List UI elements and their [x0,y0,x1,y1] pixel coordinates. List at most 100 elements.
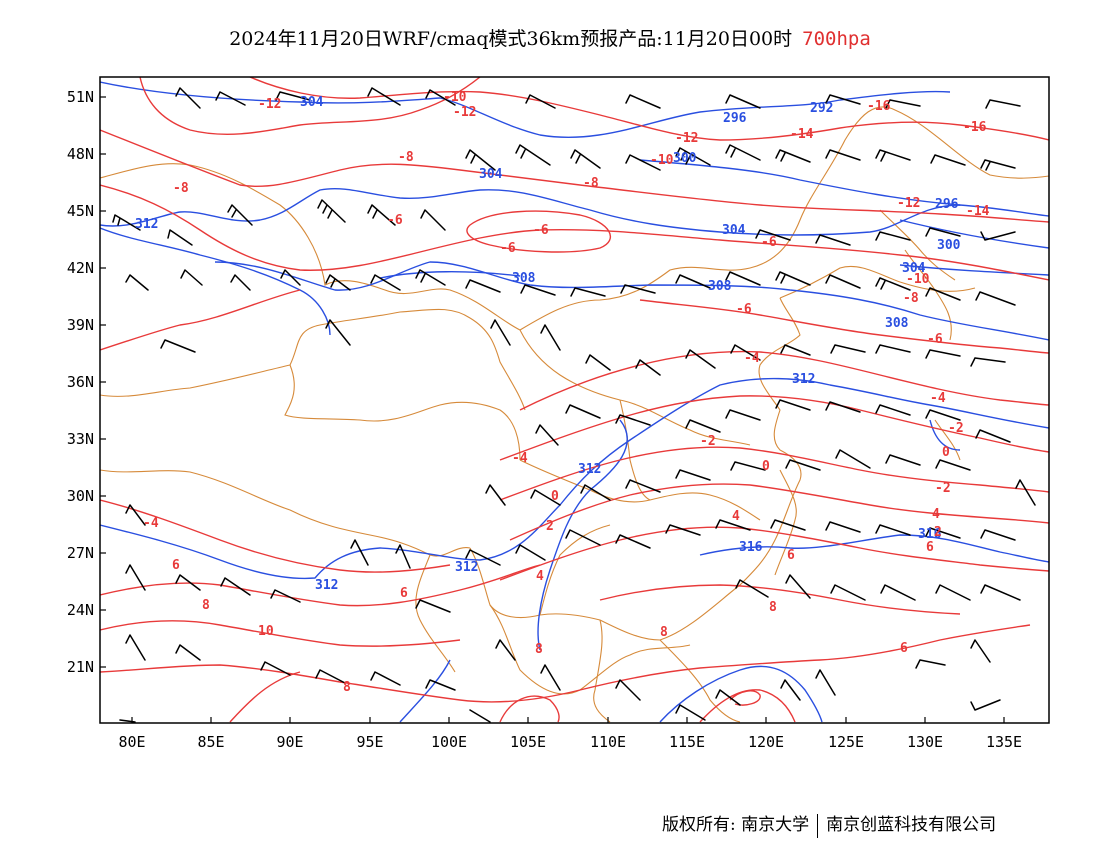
temperature-label: 0 [942,445,950,460]
geopotential-contours [100,81,1049,723]
temperature-label: 6 [172,558,180,573]
geopotential-label: 312 [455,560,478,575]
temperature-label: -10 [906,272,930,287]
axis-ticks [100,96,1005,723]
temperature-label: 8 [660,625,668,640]
temperature-label: -6 [736,302,752,317]
geopotential-label: 312 [578,462,601,477]
temperature-label: 6 [900,641,908,656]
temperature-label: -10 [650,153,674,168]
temperature-label: -12 [258,97,281,112]
lon-tick-label: 120E [748,733,784,751]
temperature-label: 8 [535,642,543,657]
geopotential-label: 300 [673,151,697,166]
temperature-label: -6 [927,332,943,347]
lon-tick-label: 130E [907,733,943,751]
temperature-label: -12 [453,105,476,120]
copyright-footer: 版权所有: 南京大学 南京创蓝科技有限公司 [662,810,996,838]
lat-tick-label: 45N [67,202,94,220]
temperature-label: 2 [934,525,942,540]
temperature-label: 4 [932,507,940,522]
geopotential-label: 304 [300,95,324,110]
lat-tick-label: 30N [67,487,94,505]
geopotential-label: 296 [935,197,959,212]
lon-tick-label: 85E [197,733,224,751]
lat-tick-label: 33N [67,430,94,448]
geopotential-label: 316 [739,540,763,555]
lat-tick-label: 27N [67,544,94,562]
lon-tick-label: 110E [590,733,626,751]
temperature-label: 6 [400,586,408,601]
temperature-label: -2 [700,434,716,449]
geopotential-label: 300 [937,238,961,253]
temperature-label: 10 [258,624,274,639]
temperature-label: -14 [966,204,990,219]
lat-tick-label: 51N [67,88,94,106]
lat-tick-label: 36N [67,373,94,391]
temperature-label: -8 [583,176,599,191]
temperature-label: -6 [761,235,777,250]
temperature-label: -12 [897,196,920,211]
temperature-label: 4 [732,509,740,524]
temperature-label: 6 [787,548,795,563]
temperature-label: 6 [926,540,934,555]
temperature-label: 0 [762,459,770,474]
geopotential-label: 308 [885,316,909,331]
geopotential-label-group: 304 292 296 300 304 312 304 308 296 300 … [135,95,961,593]
wind-barbs [112,87,1036,723]
copyright-owner: 版权所有: 南京大学 [662,815,810,835]
lon-tick-label: 95E [356,733,383,751]
temperature-label: -6 [533,223,549,238]
lon-tick-label: 80E [118,733,145,751]
temperature-contours [100,77,1049,723]
temperature-label: -8 [903,291,919,306]
temperature-label: 2 [546,519,554,534]
temperature-label: -4 [930,391,946,406]
geopotential-label: 304 [479,167,503,182]
geopotential-label: 316 [918,527,942,542]
temperature-label: 8 [769,600,777,615]
map-title-text: 2024年11月20日WRF/cmaq模式36km预报产品:11月20日00时 [229,28,793,50]
temperature-label: -10 [443,90,467,105]
lon-tick-label: 125E [828,733,864,751]
lat-tick-label: 21N [67,658,94,676]
geopotential-label: 308 [708,279,732,294]
copyright-company: 南京创蓝科技有限公司 [826,815,997,835]
temperature-label: -2 [948,421,964,436]
geopotential-label: 304 [722,223,746,238]
temperature-label: -6 [500,241,516,256]
lon-tick-label: 135E [986,733,1022,751]
temperature-label: -16 [963,120,987,135]
temperature-label: 8 [343,680,351,695]
geopotential-label: 304 [902,261,926,276]
temperature-label: -2 [935,481,951,496]
pressure-level-label: 700hpa [802,28,871,50]
lat-tick-label: 42N [67,259,94,277]
temperature-label: -8 [398,150,414,165]
temperature-label-group: -12 -10 -12 -16 -14 -16 -12 -10 -8 -8 -8… [143,90,990,695]
temperature-label: -4 [744,351,760,366]
geopotential-label: 312 [135,217,158,232]
temperature-label: -12 [675,131,698,146]
temperature-label: -14 [790,127,814,142]
lon-tick-label: 90E [276,733,303,751]
temperature-label: 0 [551,489,559,504]
lon-tick-label: 105E [510,733,546,751]
lat-labels: 51N 48N 45N 42N 39N 36N 33N 30N 27N 24N … [67,88,94,676]
temperature-label: -16 [867,99,891,114]
geopotential-label: 308 [512,271,536,286]
geopotential-label: 312 [315,578,338,593]
temperature-label: -6 [387,213,403,228]
lon-tick-label: 100E [431,733,467,751]
temperature-label: -8 [173,181,189,196]
temperature-label: -4 [512,451,528,466]
footer-divider [817,813,819,838]
lat-tick-label: 39N [67,316,94,334]
geopotential-label: 292 [810,101,833,116]
lon-labels: 80E 85E 90E 95E 100E 105E 110E 115E 120E… [118,733,1022,751]
temperature-label: 8 [202,598,210,613]
map-frame [99,76,1050,724]
geopotential-label: 296 [723,111,747,126]
map-title: 2024年11月20日WRF/cmaq模式36km预报产品:11月20日00时 7… [0,24,1100,51]
